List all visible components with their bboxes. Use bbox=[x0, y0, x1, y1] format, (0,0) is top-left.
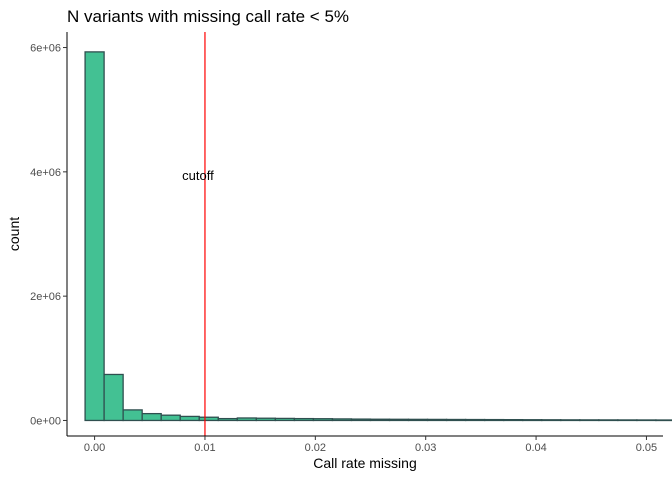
histogram-bar bbox=[331, 418, 353, 422]
histogram-bar bbox=[179, 415, 200, 422]
histogram-bar bbox=[598, 419, 619, 422]
histogram-bar bbox=[503, 418, 524, 422]
x-tick-label: 0.02 bbox=[305, 442, 326, 454]
histogram-bar bbox=[426, 418, 448, 422]
x-tick-label: 0.00 bbox=[84, 442, 105, 454]
histogram-bar bbox=[103, 373, 124, 422]
histogram-bar bbox=[141, 412, 162, 422]
histogram-bars bbox=[84, 51, 672, 422]
cutoff-group: cutoff bbox=[182, 32, 214, 436]
histogram-bar bbox=[255, 417, 277, 422]
histogram-bar bbox=[84, 51, 105, 422]
histogram-bar bbox=[579, 419, 600, 422]
histogram-bar bbox=[122, 409, 143, 422]
y-tick-label: 2e+06 bbox=[30, 291, 61, 303]
histogram-bar bbox=[160, 414, 181, 422]
axes bbox=[66, 32, 663, 437]
y-tick-label: 0e+00 bbox=[30, 415, 61, 427]
histogram-bar bbox=[541, 419, 562, 422]
histogram-bar bbox=[369, 418, 391, 422]
histogram-bar bbox=[445, 418, 467, 422]
histogram-bar bbox=[484, 418, 505, 422]
histogram-bar bbox=[636, 419, 657, 422]
x-tick-label: 0.04 bbox=[525, 442, 546, 454]
x-ticks: 0.00 0.01 0.02 0.03 0.04 0.05 bbox=[84, 436, 657, 454]
histogram-bar bbox=[655, 419, 672, 422]
histogram-bar bbox=[198, 416, 219, 422]
histogram-bar bbox=[464, 418, 486, 422]
y-tick-label: 6e+06 bbox=[30, 43, 61, 55]
histogram-bar bbox=[617, 419, 638, 422]
x-axis-title: Call rate missing bbox=[313, 455, 416, 471]
histogram-bar bbox=[236, 417, 257, 422]
histogram-bar bbox=[350, 418, 372, 422]
histogram-bar bbox=[560, 419, 581, 422]
x-tick-label: 0.01 bbox=[194, 442, 215, 454]
y-ticks: 0e+00 2e+06 4e+06 6e+06 bbox=[30, 43, 67, 427]
histogram-bar bbox=[522, 419, 543, 422]
histogram-bar bbox=[312, 418, 334, 422]
histogram-bar bbox=[217, 417, 238, 422]
chart-title: N variants with missing call rate < 5% bbox=[67, 7, 349, 26]
histogram-bar bbox=[388, 418, 410, 422]
histogram-bar bbox=[293, 417, 315, 422]
y-axis-title: count bbox=[6, 217, 22, 251]
x-tick-label: 0.03 bbox=[415, 442, 436, 454]
histogram-bar bbox=[407, 418, 429, 422]
histogram-bar bbox=[274, 417, 296, 422]
cutoff-label: cutoff bbox=[182, 168, 214, 183]
x-tick-label: 0.05 bbox=[636, 442, 657, 454]
y-tick-label: 4e+06 bbox=[30, 167, 61, 179]
